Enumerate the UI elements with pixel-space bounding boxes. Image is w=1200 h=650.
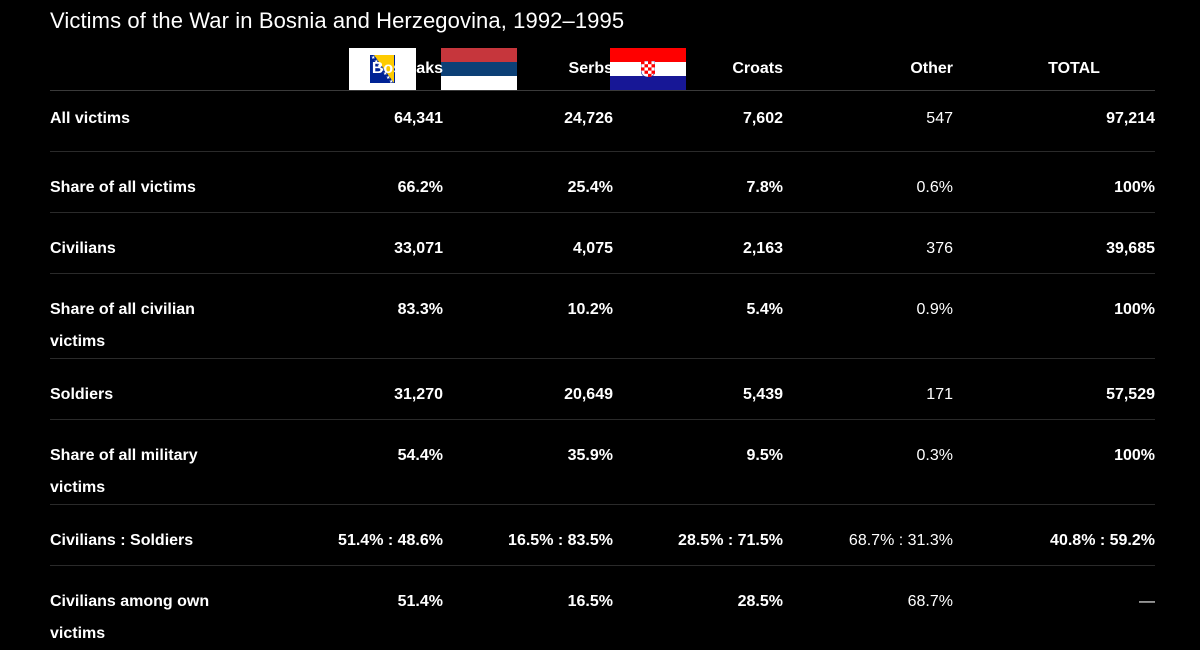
cell-serbs: 16.5% : 83.5% [443, 505, 613, 566]
cell-other: 376 [783, 213, 953, 274]
cell-total: 57,529 [953, 359, 1155, 420]
cell-bosniaks: 31,270 [272, 359, 443, 420]
cell-total: 100% [953, 420, 1155, 505]
header-bosniaks: ★ ★ ★ ★ ★ ★ ★ Bosniaks [272, 48, 443, 91]
table-body: All victims 64,341 24,726 7,602 547 97,2… [50, 91, 1155, 650]
svg-text:★: ★ [389, 79, 394, 85]
column-label-total: TOTAL [1048, 60, 1100, 77]
cell-other: 0.3% [783, 420, 953, 505]
victims-table: ★ ★ ★ ★ ★ ★ ★ Bosniaks [50, 48, 1155, 650]
cell-bosniaks: 51.4% : 48.6% [272, 505, 443, 566]
cell-bosniaks: 54.4% [272, 420, 443, 505]
serbia-flag-icon [441, 48, 517, 90]
croatia-flag-icon [610, 48, 686, 90]
table-row: Soldiers 31,270 20,649 5,439 171 57,529 [50, 359, 1155, 420]
table-row: Share of all civilian victims 83.3% 10.2… [50, 274, 1155, 359]
column-label-other: Other [910, 60, 953, 77]
header-croats: Croats [613, 48, 783, 91]
cell-croats: 28.5% : 71.5% [613, 505, 783, 566]
row-label: Civilians among own victims [50, 566, 272, 650]
cell-serbs: 20,649 [443, 359, 613, 420]
cell-other: 547 [783, 91, 953, 152]
cell-other: 0.9% [783, 274, 953, 359]
cell-serbs: 35.9% [443, 420, 613, 505]
row-label: Share of all victims [50, 152, 272, 213]
table-row: Share of all victims 66.2% 25.4% 7.8% 0.… [50, 152, 1155, 213]
cell-other: 0.6% [783, 152, 953, 213]
row-label: Soldiers [50, 359, 272, 420]
cell-serbs: 10.2% [443, 274, 613, 359]
cell-croats: 28.5% [613, 566, 783, 650]
header-other: Other [783, 48, 953, 91]
cell-bosniaks: 66.2% [272, 152, 443, 213]
row-label: Share of all military victims [50, 420, 272, 505]
table-header: ★ ★ ★ ★ ★ ★ ★ Bosniaks [50, 48, 1155, 91]
cell-bosniaks: 33,071 [272, 213, 443, 274]
header-empty-cell [50, 48, 272, 91]
table-row: All victims 64,341 24,726 7,602 547 97,2… [50, 91, 1155, 152]
cell-total: 97,214 [953, 91, 1155, 152]
header-serbs: Serbs [443, 48, 613, 91]
cell-bosniaks: 83.3% [272, 274, 443, 359]
cell-other: 68.7% : 31.3% [783, 505, 953, 566]
cell-total: 40.8% : 59.2% [953, 505, 1155, 566]
header-total: TOTAL [953, 48, 1155, 91]
table-row: Civilians : Soldiers 51.4% : 48.6% 16.5%… [50, 505, 1155, 566]
page-title: Victims of the War in Bosnia and Herzego… [50, 8, 624, 34]
cell-total: 39,685 [953, 213, 1155, 274]
cell-other: 171 [783, 359, 953, 420]
cell-croats: 5,439 [613, 359, 783, 420]
cell-croats: 7.8% [613, 152, 783, 213]
cell-serbs: 16.5% [443, 566, 613, 650]
row-label: Share of all civilian victims [50, 274, 272, 359]
cell-croats: 9.5% [613, 420, 783, 505]
cell-croats: 2,163 [613, 213, 783, 274]
cell-total: 100% [953, 274, 1155, 359]
table-row: Civilians among own victims 51.4% 16.5% … [50, 566, 1155, 650]
row-label: Civilians [50, 213, 272, 274]
cell-serbs: 24,726 [443, 91, 613, 152]
cell-bosniaks: 51.4% [272, 566, 443, 650]
cell-serbs: 25.4% [443, 152, 613, 213]
cell-other: 68.7% [783, 566, 953, 650]
cell-serbs: 4,075 [443, 213, 613, 274]
cell-total: 100% [953, 152, 1155, 213]
cell-croats: 5.4% [613, 274, 783, 359]
cell-bosniaks: 64,341 [272, 91, 443, 152]
row-label: All victims [50, 91, 272, 152]
table-row: Share of all military victims 54.4% 35.9… [50, 420, 1155, 505]
column-label-bosniaks: Bosniaks [372, 60, 443, 77]
row-label: Civilians : Soldiers [50, 505, 272, 566]
table-row: Civilians 33,071 4,075 2,163 376 39,685 [50, 213, 1155, 274]
column-label-croats: Croats [732, 60, 783, 77]
column-label-serbs: Serbs [569, 60, 613, 77]
cell-croats: 7,602 [613, 91, 783, 152]
cell-total: — [953, 566, 1155, 650]
